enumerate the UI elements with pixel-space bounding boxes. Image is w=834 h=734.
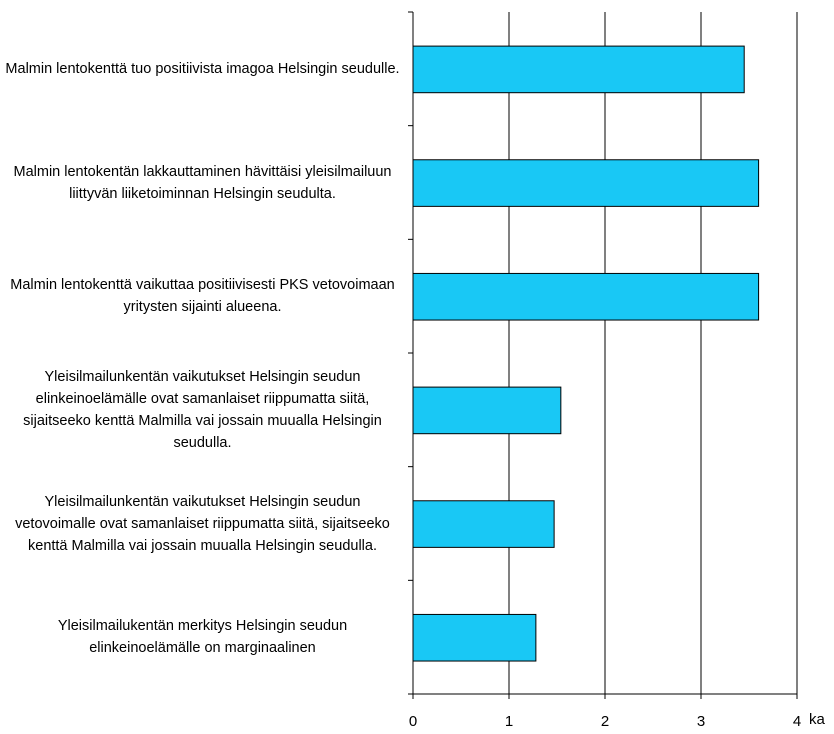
bar (412, 45, 745, 94)
x-tick-label: 2 (601, 713, 609, 730)
y-tick-label: Malmin lentokentän lakkauttaminen hävitt… (13, 163, 392, 202)
x-tick-label: 3 (697, 713, 705, 730)
bar (412, 272, 760, 321)
x-tick-label: 1 (505, 713, 513, 730)
y-tick-label: Yleisilmailukentän merkitys Helsingin se… (57, 618, 348, 657)
bar (412, 613, 537, 662)
category-label-box: Malmin lentokentän lakkauttaminen hävitt… (0, 123, 405, 243)
y-tick-label: Yleisilmailunkentän vaikutukset Helsingi… (15, 493, 390, 554)
category-label-box: Yleisilmailunkentän vaikutukset Helsingi… (0, 350, 405, 470)
category-label-box: Malmin lentokenttä tuo positiivista imag… (0, 9, 405, 129)
category-label-box: Malmin lentokenttä vaikuttaa positiivise… (0, 236, 405, 356)
y-tick-label: Malmin lentokenttä tuo positiivista imag… (5, 60, 400, 77)
x-tick-label: 4 (793, 713, 801, 730)
bar (412, 500, 555, 548)
x-axis-label: ka (809, 711, 826, 728)
category-label-box: Yleisilmailukentän merkitys Helsingin se… (0, 577, 405, 697)
y-tick-label: Yleisilmailunkentän vaikutukset Helsingi… (23, 368, 382, 451)
bar (412, 386, 562, 435)
bar (412, 159, 760, 207)
x-tick-label: 0 (409, 713, 417, 730)
category-label-box: Yleisilmailunkentän vaikutukset Helsingi… (0, 464, 405, 584)
y-tick-label: Malmin lentokenttä vaikuttaa positiivise… (10, 277, 395, 316)
